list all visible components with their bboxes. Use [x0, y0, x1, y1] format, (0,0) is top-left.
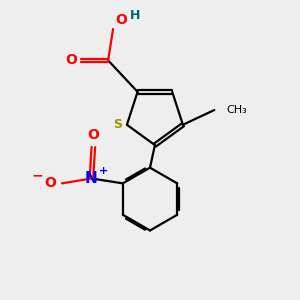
Text: N: N — [85, 171, 98, 186]
Text: O: O — [115, 13, 127, 27]
Text: S: S — [114, 118, 123, 131]
Text: −: − — [32, 169, 43, 182]
Text: O: O — [87, 128, 99, 142]
Text: CH₃: CH₃ — [226, 105, 247, 115]
Text: H: H — [130, 9, 140, 22]
Text: O: O — [44, 176, 56, 190]
Text: +: + — [98, 166, 108, 176]
Text: O: O — [65, 53, 77, 68]
